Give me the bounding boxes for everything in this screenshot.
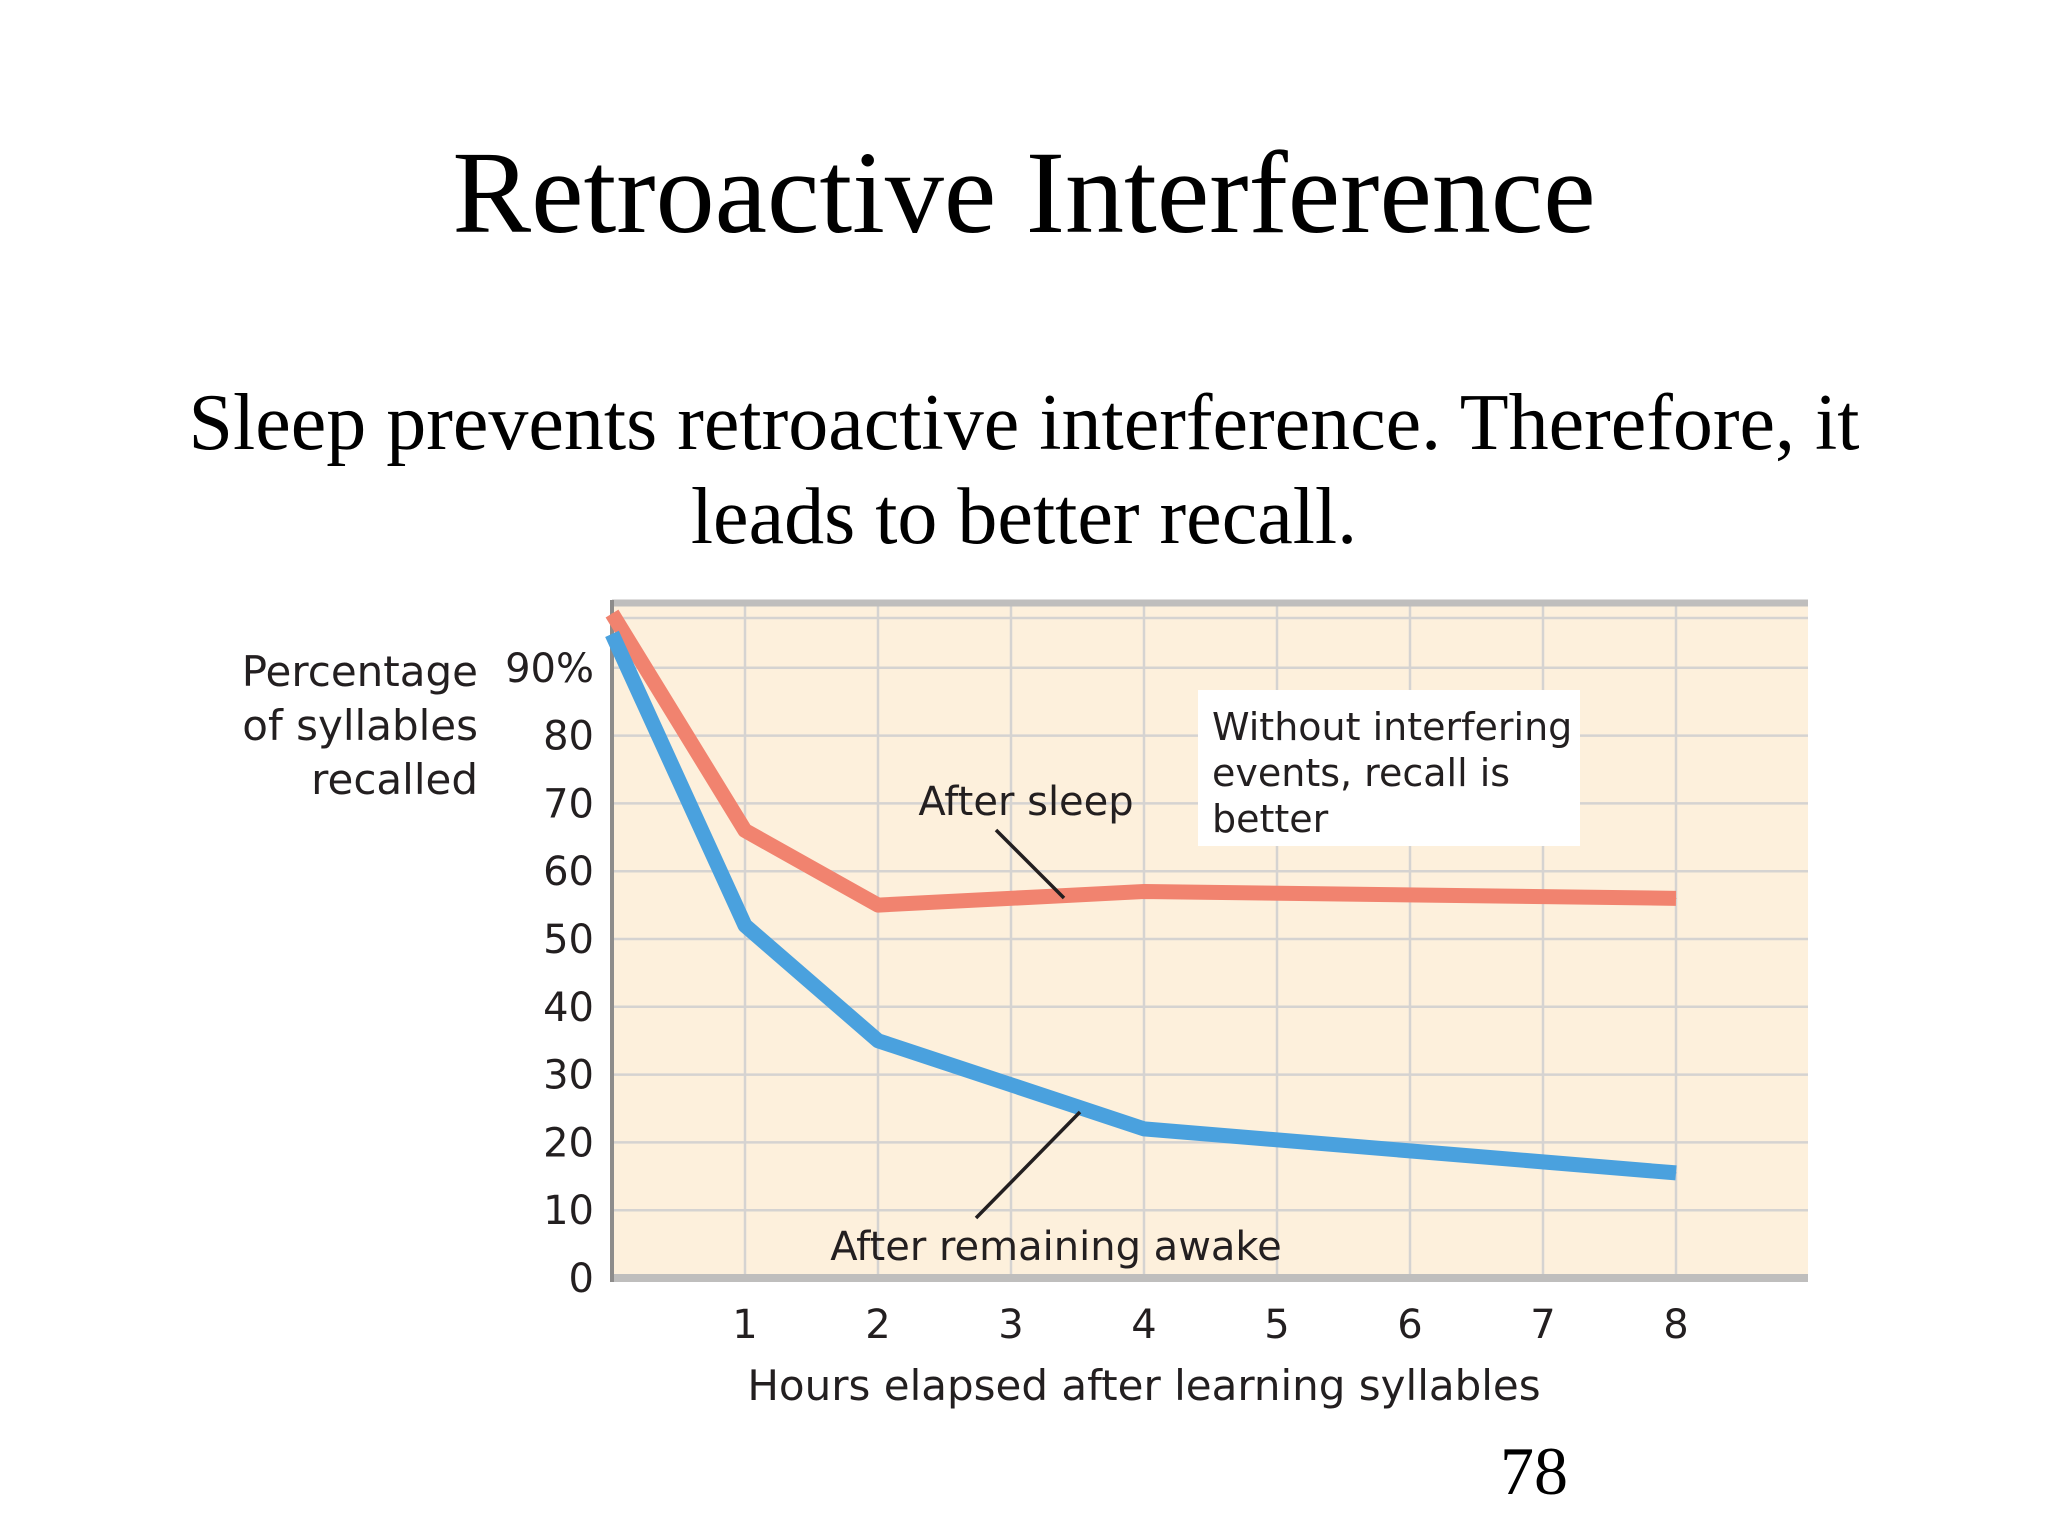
after-sleep-point [611, 613, 613, 615]
after-awake-point [877, 1040, 879, 1042]
after-awake-leader-line [974, 1110, 1082, 1220]
y-tick-label: 70 [543, 781, 594, 827]
y-tick-label: 0 [569, 1256, 594, 1302]
y-axis-title-line: of syllables [242, 701, 478, 750]
x-tick-label: 8 [1663, 1302, 1688, 1348]
after-sleep-point [877, 904, 879, 906]
note-text-line: better [1212, 797, 1329, 841]
after-awake-point [1143, 1128, 1145, 1130]
y-axis-title-line: recalled [311, 755, 478, 804]
after-awake-point [744, 924, 746, 926]
after-sleep-label: After sleep [918, 779, 1133, 825]
after-sleep-point [744, 830, 746, 832]
x-axis-title: Hours elapsed after learning syllables [747, 1361, 1540, 1410]
after-awake-point [611, 633, 613, 635]
slide-body-line-1: Sleep prevents retroactive interference.… [188, 379, 1860, 467]
after-awake-point [1675, 1172, 1677, 1174]
x-tick-label: 4 [1131, 1302, 1156, 1348]
x-tick-label: 7 [1530, 1302, 1555, 1348]
x-tick-label: 2 [865, 1302, 890, 1348]
after-sleep-leader-line [994, 828, 1066, 900]
y-tick-label: 30 [543, 1053, 594, 1099]
x-tick-label: 3 [998, 1302, 1023, 1348]
after-awake-label: After remaining awake [830, 1224, 1282, 1270]
x-tick-label: 5 [1264, 1302, 1289, 1348]
slide-body-text: Sleep prevents retroactive interference.… [80, 376, 1968, 564]
y-tick-label: 50 [543, 917, 594, 963]
note-text-line: Without interfering [1212, 705, 1572, 749]
y-tick-label: 80 [543, 714, 594, 760]
y-tick-label: 90% [505, 646, 594, 692]
after-sleep-point [1675, 897, 1677, 899]
note-text-line: events, recall is [1212, 751, 1510, 795]
note-box [1198, 690, 1580, 846]
y-axis-title-line: Percentage [242, 647, 478, 696]
x-tick-label: 6 [1397, 1302, 1422, 1348]
slide-title: Retroactive Interference [452, 127, 1596, 258]
slide-body-line-2: leads to better recall. [690, 473, 1358, 561]
y-tick-label: 20 [543, 1120, 594, 1166]
after-sleep-point [1143, 891, 1145, 893]
x-tick-label: 1 [732, 1302, 757, 1348]
y-tick-label: 10 [543, 1188, 594, 1234]
page-number: 78 [1500, 1433, 1568, 1509]
y-tick-label: 40 [543, 985, 594, 1031]
y-tick-label: 60 [543, 849, 594, 895]
